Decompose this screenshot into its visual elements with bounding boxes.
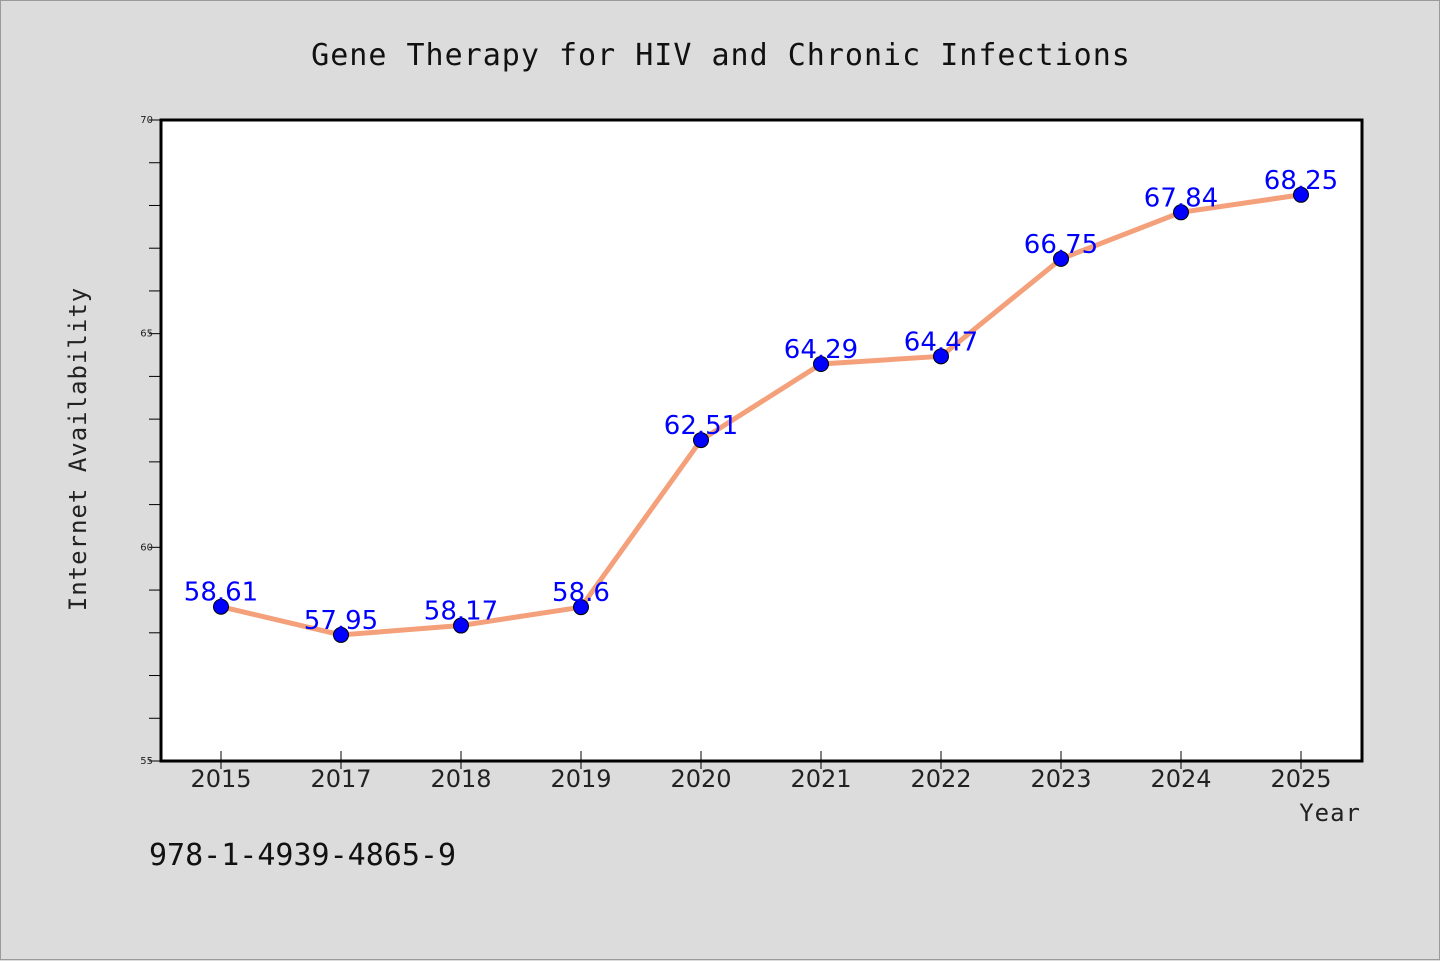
x-tick-label: 2021: [790, 765, 851, 793]
data-labels: 58.61 57.95 58.17 58.6 62.51 64.29 64.47 66.75 6…: [184, 166, 1338, 636]
data-label: 62.51: [664, 411, 738, 441]
x-tick-label: 2018: [430, 765, 491, 793]
plot-area: [159, 118, 1364, 763]
data-label: 57.95: [304, 606, 378, 636]
data-point: [693, 432, 709, 449]
data-label: 66.75: [1024, 230, 1098, 260]
isbn-annotation: 978-1-4939-4865-9: [149, 838, 456, 873]
data-point: [333, 626, 349, 643]
data-label: 58.17: [424, 597, 498, 627]
x-axis: 2015 2017 2018 2019 2020 2021 2022 2023 2024 2025: [190, 751, 1332, 793]
data-label: 64.47: [904, 327, 978, 357]
data-point: [1173, 204, 1189, 221]
series-markers: [213, 186, 1309, 643]
data-point: [453, 617, 469, 634]
x-tick-label: 2019: [550, 765, 611, 793]
x-axis-title: Year: [1299, 799, 1361, 827]
data-label: 64.29: [784, 335, 858, 365]
data-label: 58.61: [184, 578, 258, 608]
y-tick-label: 70: [140, 115, 153, 126]
x-tick-label: 2015: [190, 765, 251, 793]
data-point: [573, 599, 589, 616]
x-tick-label: 2025: [1270, 765, 1331, 793]
x-tick-label: 2024: [1150, 765, 1211, 793]
data-point: [1053, 250, 1069, 267]
x-tick-label: 2020: [670, 765, 731, 793]
data-label: 68.25: [1264, 166, 1338, 196]
data-label: 67.84: [1144, 183, 1218, 213]
chart-title: Gene Therapy for HIV and Chronic Infecti…: [311, 38, 1131, 73]
data-point: [813, 356, 829, 373]
data-point: [213, 598, 229, 615]
y-axis-title: Internet Availability: [64, 287, 92, 611]
x-tick-label: 2017: [310, 765, 371, 793]
y-axis: 55 60 65 70: [140, 115, 161, 767]
x-tick-label: 2022: [910, 765, 971, 793]
data-point: [1293, 186, 1309, 203]
data-label: 58.6: [552, 578, 610, 608]
y-tick-label: 55: [140, 756, 153, 767]
x-tick-label: 2023: [1030, 765, 1091, 793]
data-point: [933, 348, 949, 365]
y-tick-label: 60: [140, 542, 153, 553]
series-line: [220, 192, 1302, 638]
y-tick-label: 65: [140, 329, 153, 340]
